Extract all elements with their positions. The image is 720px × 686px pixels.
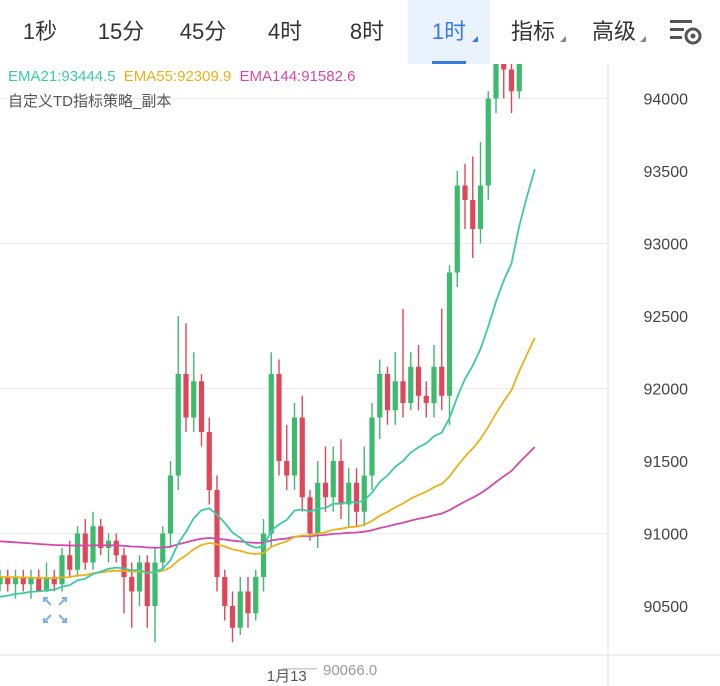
candle-body[interactable] xyxy=(377,374,383,418)
candle-body[interactable] xyxy=(59,555,65,585)
candle-body[interactable] xyxy=(392,381,398,411)
tab-1s[interactable]: 1秒 xyxy=(22,19,58,44)
candle-body[interactable] xyxy=(51,577,57,585)
candle-body[interactable] xyxy=(369,417,375,476)
ema21-line xyxy=(0,168,536,598)
candle-body[interactable] xyxy=(415,366,422,396)
candle-body[interactable] xyxy=(477,185,484,230)
candle-body[interactable] xyxy=(268,374,274,534)
candle-body[interactable] xyxy=(284,461,290,476)
candle-body[interactable] xyxy=(384,374,391,411)
candle-body[interactable] xyxy=(276,374,282,461)
expand-icon[interactable] xyxy=(34,592,72,628)
candle-body[interactable] xyxy=(28,577,34,585)
candle-body[interactable] xyxy=(299,417,305,498)
candle-body[interactable] xyxy=(431,366,437,403)
candle-body[interactable] xyxy=(36,577,42,592)
candle-body[interactable] xyxy=(74,533,81,570)
y-tick-label: 90500 xyxy=(644,599,689,616)
candle-body[interactable] xyxy=(408,366,414,403)
candle-body[interactable] xyxy=(346,482,352,505)
candle-body[interactable] xyxy=(361,475,367,512)
candle-body[interactable] xyxy=(67,555,73,570)
ema-legend: EMA21:93444.5 EMA55:92309.9 EMA144:91582… xyxy=(8,68,359,85)
timeframe-tab-bar: 1秒 15分 45分 4时 8时 1时 指标 高级 xyxy=(0,0,720,64)
active-tab-underline xyxy=(432,61,466,64)
candle-body[interactable] xyxy=(423,395,429,403)
y-tick-label: 92000 xyxy=(644,382,689,399)
y-tick-label: 94000 xyxy=(644,92,689,109)
ema144-value: EMA144:91582.6 xyxy=(239,68,356,85)
y-tick-label: 91000 xyxy=(644,527,689,544)
candle-body[interactable] xyxy=(462,185,468,201)
candle-body[interactable] xyxy=(446,272,453,396)
tab-15m[interactable]: 15分 xyxy=(97,19,145,44)
candle-body[interactable] xyxy=(439,366,445,396)
tab-advanced[interactable]: 高级 xyxy=(574,0,654,64)
candle-body[interactable] xyxy=(191,381,197,418)
y-tick-label: 91500 xyxy=(644,454,689,471)
candle-body[interactable] xyxy=(330,461,336,498)
tab-45m[interactable]: 45分 xyxy=(179,19,227,44)
candle-body[interactable] xyxy=(485,98,491,186)
candle-body[interactable] xyxy=(214,490,220,577)
candle-body[interactable] xyxy=(508,69,515,92)
candle-body[interactable] xyxy=(198,381,205,432)
strategy-label: 自定义TD指标策略_副本 xyxy=(8,93,172,110)
tab-8h[interactable]: 8时 xyxy=(349,19,385,44)
candle-body[interactable] xyxy=(229,606,236,628)
candle-body[interactable] xyxy=(237,591,243,628)
chart-settings-icon[interactable] xyxy=(666,14,706,50)
candle-body[interactable] xyxy=(5,577,11,585)
candle-body[interactable] xyxy=(175,374,181,476)
candle-body[interactable] xyxy=(144,562,150,607)
ema21-value: EMA21:93444.5 xyxy=(8,68,116,85)
candle-body[interactable] xyxy=(222,577,228,606)
candle-body[interactable] xyxy=(152,562,158,607)
candle-body[interactable] xyxy=(206,432,212,490)
candle-body[interactable] xyxy=(253,577,259,614)
candle-body[interactable] xyxy=(307,497,313,534)
candle-body[interactable] xyxy=(0,577,3,585)
candle-body[interactable] xyxy=(121,555,127,577)
ema55-value: EMA55:92309.9 xyxy=(123,68,232,85)
tab-1h[interactable]: 1时 xyxy=(408,0,490,64)
candle-body[interactable] xyxy=(82,533,88,563)
candle-body[interactable] xyxy=(291,417,298,476)
y-tick-label: 93000 xyxy=(644,237,689,254)
y-tick-label: 92500 xyxy=(644,309,689,326)
ema55-line xyxy=(0,337,536,580)
y-tick-label: 93500 xyxy=(644,164,689,181)
dropdown-triangle-icon xyxy=(472,36,478,42)
tab-4h[interactable]: 4时 xyxy=(267,19,303,44)
candle-body[interactable] xyxy=(245,591,251,614)
candle-body[interactable] xyxy=(400,381,406,403)
candle-body[interactable] xyxy=(12,577,19,585)
candle-body[interactable] xyxy=(454,185,460,273)
candle-body[interactable] xyxy=(260,533,267,578)
candle-body[interactable] xyxy=(322,482,329,498)
candle-body[interactable] xyxy=(493,55,499,99)
candle-body[interactable] xyxy=(470,200,476,229)
candle-body[interactable] xyxy=(353,482,360,512)
candle-body[interactable] xyxy=(183,374,189,418)
dropdown-triangle-icon xyxy=(640,36,646,42)
candle-body[interactable] xyxy=(98,526,104,548)
candle-body[interactable] xyxy=(20,577,26,585)
x-tick-label: 1月13 xyxy=(267,668,307,685)
candle-body[interactable] xyxy=(167,475,174,534)
candle-body[interactable] xyxy=(43,577,50,592)
low-marker-label: 90066.0 xyxy=(323,662,377,679)
candle-body[interactable] xyxy=(136,562,143,592)
candle-body[interactable] xyxy=(113,540,119,556)
tab-indicators[interactable]: 指标 xyxy=(494,0,572,64)
candle-body[interactable] xyxy=(338,461,344,505)
ema144-line xyxy=(0,446,536,549)
candle-body[interactable] xyxy=(129,577,135,592)
candle-body[interactable] xyxy=(105,540,112,548)
candle-body[interactable] xyxy=(90,526,96,563)
dropdown-triangle-icon xyxy=(560,36,566,42)
